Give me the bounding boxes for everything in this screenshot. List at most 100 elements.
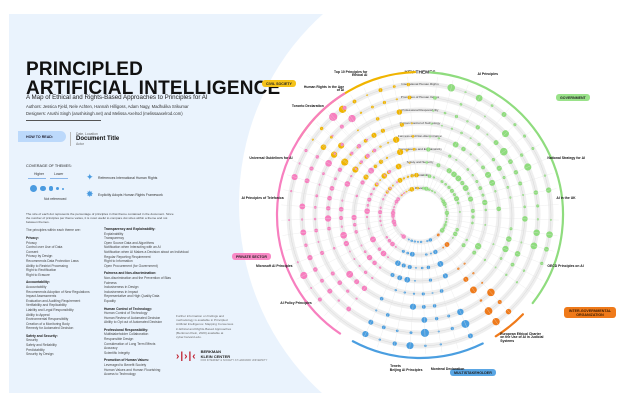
not-referenced-label: Not referenced: [44, 197, 67, 201]
subtitle: A Map of Ethical and Rights-Based Approa…: [26, 94, 208, 101]
principle-item: Ability to Restrict Processing: [26, 263, 68, 268]
ring-label: Fairness and Non-discrimination: [398, 134, 443, 138]
principle-item: Inclusiveness in Design: [104, 285, 139, 290]
sample-title: Document Title: [76, 136, 120, 142]
document-label: AI in the UK: [556, 196, 576, 201]
principle-item: Security by Design: [26, 352, 54, 357]
document-label: Microsoft AI Principles: [255, 264, 293, 269]
principle-item: Evaluation and Auditing Requirement: [26, 298, 81, 303]
ring-label: International Human Rights: [401, 82, 439, 86]
principle-item: Transparency: [104, 236, 125, 241]
principle-item: Representative and High Quality Data: [104, 294, 160, 299]
principle-item: Human Control of Technology: [104, 311, 148, 316]
principle-item: Open Procurement (for Government): [104, 263, 158, 268]
legend-star-2: Explicitly Adopts Human Rights Framework: [98, 193, 163, 197]
sample-actor: Actor: [76, 142, 84, 146]
principle-item: Recommends Adoption of New Regulations: [26, 289, 90, 294]
document-label: Top 10 Principles for Ethical AI: [334, 69, 368, 78]
bkc-logo-icon: ›|›|‹: [176, 350, 197, 362]
authors: Authors: Jessica Fjeld, Nele Achten, Han…: [26, 104, 189, 109]
berkman-klein-logo[interactable]: ›|›|‹ BERKMAN KLEIN CENTER FOR INTERNET …: [176, 349, 268, 363]
principle-item: Security: [26, 338, 38, 343]
document-label: Beijing AI Principles: [389, 368, 423, 373]
higher-arrow: [28, 178, 46, 179]
ring-label: Safety and Security: [407, 160, 434, 164]
principle-item: Fairness: [104, 280, 117, 285]
principle-item: Notification when AI Makes a Decision ab…: [104, 249, 189, 254]
sample-meta: Date, Location: [76, 132, 98, 136]
principle-item: Ability to Appeal: [26, 312, 50, 317]
principle-item: Ability to Opt out of Automated Decision: [104, 320, 163, 325]
themes-column-2: Transparency and Explainability: Explaina…: [104, 224, 199, 377]
org-line-2: KLEIN CENTER: [200, 353, 231, 359]
principle-item: Creation of a Monitoring Body: [26, 321, 70, 326]
theme-heading: Privacy:: [26, 236, 39, 240]
principle-item: Regular Reporting Requirement: [104, 254, 151, 259]
document-label: Toronto Declaration: [291, 103, 324, 108]
principle-item: Remedy for Automated Decision: [26, 326, 74, 331]
principle-item: Privacy by Design: [26, 254, 53, 259]
document-label: Tenets: [390, 363, 401, 368]
title-line-1: PRINCIPLED: [26, 59, 144, 80]
theme-heading: Human Control of Technology:: [104, 306, 153, 311]
diamond-star-icon: ✦: [86, 172, 94, 182]
principle-item: Control over Use of Data: [26, 245, 63, 250]
principle-item: Privacy: [26, 240, 37, 245]
principle-item: Open Source Data and Algorithms: [104, 240, 155, 245]
document-label: AI Principles of Telefonica: [241, 196, 284, 201]
ring-label: Human Control of Technology: [400, 121, 441, 125]
principle-item: Access to Technology: [104, 372, 136, 377]
theme-heading: Accountability:: [26, 280, 50, 285]
document-label: National Strategy for AI: [547, 155, 585, 160]
document-label: AI Policy Principles: [280, 301, 312, 306]
sector-badge-intergovernmental: INTER-GOVERNMENTAL ORGANIZATION: [564, 307, 616, 319]
principle-item: Scientific Integrity: [104, 350, 130, 355]
principle-item: Human Review of Automated Decision: [104, 315, 161, 320]
divider: [26, 120, 101, 121]
principle-item: Leveraged to Benefit Society: [104, 363, 147, 368]
principle-item: Non-discrimination and the Prevention of…: [104, 275, 171, 280]
theme-heading: Transparency and Explainability:: [104, 227, 156, 231]
sector-badge-civil-society: CIVIL SOCIETY: [262, 80, 296, 88]
principle-item: Environmental Responsibility: [26, 317, 69, 322]
document-label: Universal Guidelines for AI: [249, 155, 293, 160]
coverage-dot-scale: [30, 185, 64, 192]
principle-item: Right to Erasure: [26, 272, 50, 277]
principle-item: Liability and Legal Responsibility: [26, 307, 74, 312]
principle-item: Multistakeholder Collaboration: [104, 332, 149, 337]
principle-item: Human Values and Human Flourishing: [104, 367, 161, 372]
sector-badge-private-sector: PRIVATE SECTOR: [232, 253, 271, 261]
designers: Designers: Arushi Singh (arushisingh.net…: [26, 111, 183, 116]
document-label: Human Rights in the Age of AI: [303, 84, 345, 93]
principle-item: Consideration of Long Term Effects: [104, 341, 156, 346]
document-label: OECD Principles on AI: [547, 264, 584, 269]
org-sub: FOR INTERNET & SOCIETY AT HARVARD UNIVER…: [200, 359, 268, 363]
principle-item: Accuracy: [104, 346, 118, 351]
theme-heading: Safety and Security:: [26, 333, 58, 338]
reading-description: The size of each dot represents the perc…: [26, 212, 174, 225]
ring-label: Professional Responsibility: [402, 108, 439, 112]
principle-item: Safety and Reliability: [26, 343, 57, 348]
principle-item: Consent: [26, 249, 39, 254]
ring-label: Privacy: [415, 186, 426, 190]
principle-item: Predictability: [26, 347, 45, 352]
title-line-2: ARTIFICIAL INTELLIGENCE: [26, 78, 281, 99]
ring-label: Transparency and Explainability: [398, 147, 442, 151]
coverage-heading: COVERAGE OF THEMES:: [26, 164, 72, 168]
legend-star-1: References International Human Rights: [98, 176, 158, 180]
svg-text:KEY THEMES: KEY THEMES: [404, 70, 436, 76]
theme-heading: Professional Responsibility:: [104, 327, 149, 332]
principle-item: Notification when Interacting with an AI: [104, 245, 161, 250]
document-label: AI Principles: [477, 72, 499, 77]
theme-heading: Promotion of Human Values:: [104, 358, 150, 363]
document-label: Montreal Declaration: [430, 366, 465, 371]
document-label: European Ethical Charter on the Use of A…: [500, 331, 544, 343]
themes-column-1: Privacy: Privacy Control over Use of Data C…: [26, 233, 111, 357]
lower-label: Lower: [54, 172, 64, 176]
burst-star-icon: ✸: [86, 189, 94, 199]
principle-item: Explainability: [104, 231, 124, 236]
theme-heading: Fairness and Non-discrimination:: [104, 271, 157, 276]
principle-item: Impact Assessments: [26, 294, 57, 299]
principle-item: Inclusiveness in Impact: [104, 289, 139, 294]
